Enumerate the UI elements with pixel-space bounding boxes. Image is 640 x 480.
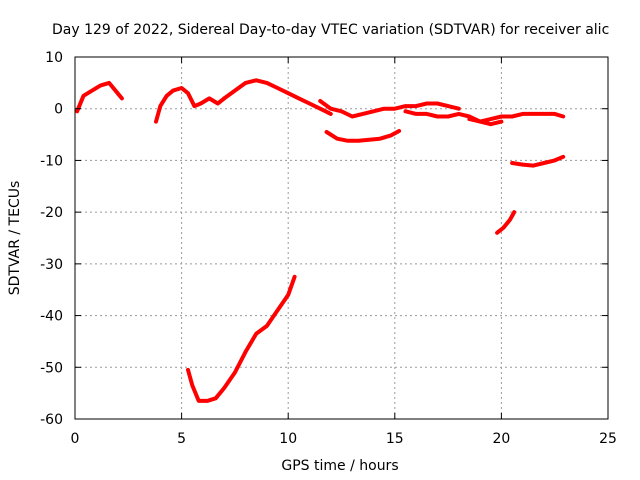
x-tick-label: 5 — [177, 431, 186, 447]
series-line-arc-6 — [467, 111, 566, 124]
y-tick-label: -50 — [40, 360, 63, 376]
y-tick-label: -30 — [40, 257, 63, 273]
x-tick-label: 10 — [279, 431, 297, 447]
y-tick-label: -60 — [40, 412, 63, 428]
x-tick-label: 0 — [71, 431, 80, 447]
series-line-arc-2 — [154, 86, 227, 124]
x-tick-label: 20 — [492, 431, 510, 447]
series-line-arc-9 — [495, 210, 517, 235]
series-line-arc-4 — [318, 99, 461, 119]
y-tick-label: 10 — [45, 50, 63, 66]
x-axis-label: GPS time / hours — [281, 458, 398, 474]
series-line-arc-1 — [75, 80, 124, 114]
series-line-arc-10 — [186, 274, 297, 403]
chart-title: Day 129 of 2022, Sidereal Day-to-day VTE… — [52, 22, 609, 38]
series-line-arc-5 — [403, 109, 504, 127]
series-group — [75, 78, 566, 403]
y-tick-label: -10 — [40, 153, 63, 169]
plot-frame — [74, 56, 609, 420]
series-line-arc-8 — [510, 154, 566, 168]
y-tick-label: 0 — [54, 102, 63, 118]
axis-ticks: 0 5 10 15 20 25 10 0 -10 -20 -30 -40 -50 -60 — [40, 50, 617, 447]
x-tick-label: 25 — [599, 431, 617, 447]
y-tick-label: -40 — [40, 309, 63, 325]
series-line-arc-3 — [222, 78, 333, 116]
y-axis-label: SDTVAR / TECUs — [7, 181, 23, 296]
x-tick-label: 15 — [386, 431, 404, 447]
series-line-arc-7 — [324, 129, 402, 143]
y-tick-label: -20 — [40, 205, 63, 221]
